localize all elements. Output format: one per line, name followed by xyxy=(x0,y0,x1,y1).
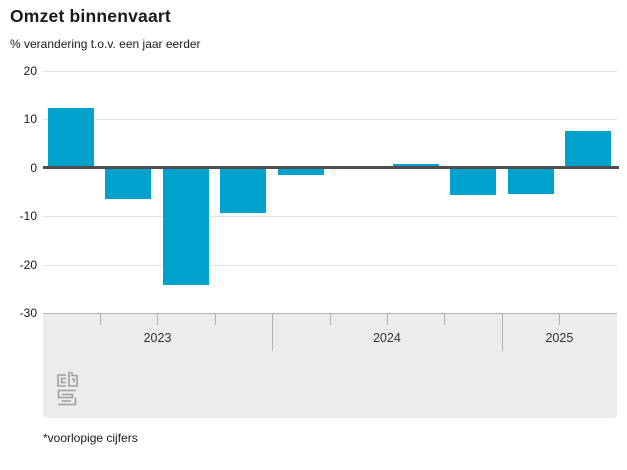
chart-subtitle: % verandering t.o.v. een jaar eerder xyxy=(10,37,201,51)
year-label-2023: 2023 xyxy=(143,331,172,345)
footnote: *voorlopige cijfers xyxy=(43,431,138,445)
gridline-y-20 xyxy=(43,71,617,72)
bar-2023-q4[interactable] xyxy=(220,167,267,214)
chart-title: Omzet binnenvaart xyxy=(10,6,171,26)
gridline-y--10 xyxy=(43,216,617,218)
zero-axis-line xyxy=(43,166,619,170)
y-axis-label--30: -30 xyxy=(19,306,37,320)
quarter-tick xyxy=(444,314,446,325)
year-separator xyxy=(272,314,273,351)
y-axis-label-0: 0 xyxy=(30,160,37,175)
bar-2023-q1[interactable] xyxy=(48,107,94,168)
y-axis-label-20: 20 xyxy=(23,64,37,78)
bar-2025-q1[interactable] xyxy=(507,167,554,195)
quarter-tick xyxy=(214,314,216,325)
bar-2024-q1[interactable] xyxy=(277,167,324,175)
gridline-y-10 xyxy=(43,119,617,121)
year-separator xyxy=(501,314,503,351)
y-axis-label-10: 10 xyxy=(23,112,37,127)
y-axis-label--10: -10 xyxy=(19,209,37,224)
x-axis-band: 2023 2024 2025 xyxy=(43,313,617,418)
bar-2024-q3[interactable] xyxy=(392,163,439,168)
bar-2023-q3[interactable] xyxy=(162,167,209,286)
quarter-tick xyxy=(559,314,561,325)
quarter-tick xyxy=(386,314,388,325)
y-axis-label--20: -20 xyxy=(19,257,37,272)
year-label-2024: 2024 xyxy=(372,331,401,345)
quarter-tick xyxy=(99,314,101,325)
cbs-logo-icon xyxy=(57,372,78,406)
quarter-tick xyxy=(329,314,331,325)
bar-2023-q2[interactable] xyxy=(105,167,152,199)
bar-2025-q2[interactable] xyxy=(565,131,611,168)
gridline-y--20 xyxy=(43,264,617,266)
bar-2024-q4[interactable] xyxy=(450,167,497,195)
year-label-2025: 2025 xyxy=(545,331,574,345)
quarter-tick xyxy=(157,314,159,325)
